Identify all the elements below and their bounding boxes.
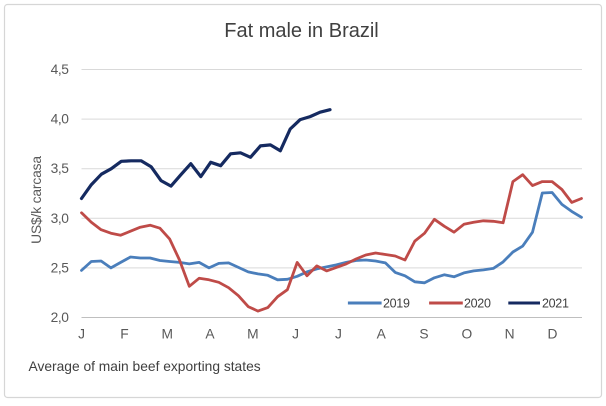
- svg-text:2021: 2021: [542, 297, 569, 311]
- svg-text:Average of main beef exporting: Average of main beef exporting states: [29, 359, 261, 374]
- svg-text:D: D: [547, 327, 557, 342]
- svg-text:4,5: 4,5: [51, 62, 70, 77]
- svg-text:2019: 2019: [383, 297, 410, 311]
- svg-text:3,0: 3,0: [51, 211, 70, 226]
- svg-text:M: M: [247, 327, 258, 342]
- svg-text:A: A: [377, 327, 387, 342]
- svg-text:A: A: [205, 327, 215, 342]
- svg-text:F: F: [120, 327, 128, 342]
- svg-text:S: S: [419, 327, 428, 342]
- svg-text:2020: 2020: [464, 297, 491, 311]
- svg-text:2,0: 2,0: [51, 310, 70, 325]
- svg-text:Fat male in Brazil: Fat male in Brazil: [224, 20, 379, 42]
- svg-text:O: O: [461, 327, 472, 342]
- svg-text:J: J: [335, 327, 341, 342]
- svg-text:N: N: [505, 327, 515, 342]
- svg-text:3,5: 3,5: [51, 161, 70, 176]
- svg-text:M: M: [161, 327, 172, 342]
- svg-text:2,5: 2,5: [51, 260, 70, 275]
- svg-text:J: J: [292, 327, 298, 342]
- svg-text:4,0: 4,0: [51, 112, 70, 127]
- svg-text:US$/k carcasa: US$/k carcasa: [29, 156, 44, 244]
- svg-text:J: J: [78, 327, 84, 342]
